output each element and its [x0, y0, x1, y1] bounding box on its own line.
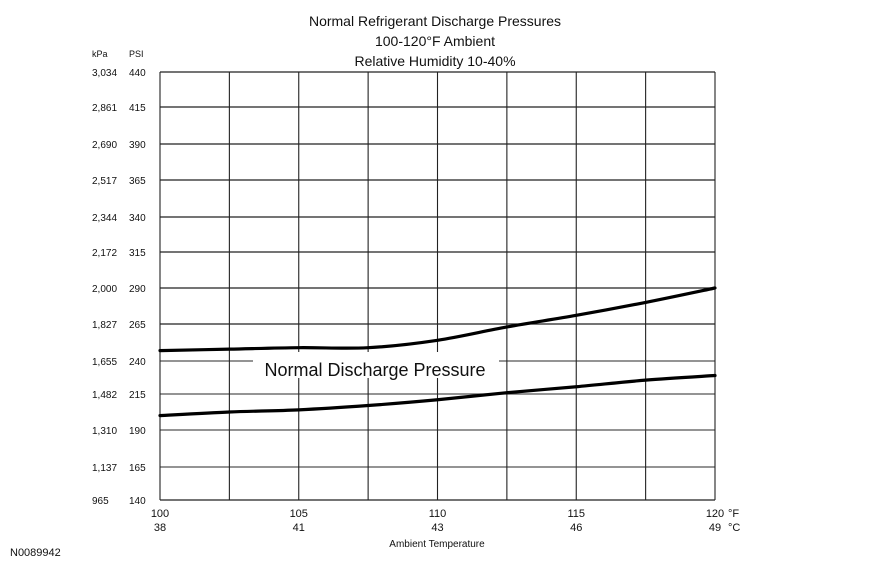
- y-tick-psi: 390: [129, 140, 146, 151]
- x-tick-c: 41: [293, 522, 305, 534]
- y-tick-kpa: 2,000: [92, 284, 117, 295]
- x-tick-f: 120: [706, 508, 724, 520]
- x-tick-f: 110: [429, 508, 447, 520]
- x-unit-c: °C: [728, 522, 740, 534]
- chart-subtitle-humidity: Relative Humidity 10-40%: [354, 53, 515, 69]
- y-tick-kpa: 2,517: [92, 176, 117, 187]
- y-tick-kpa: 1,827: [92, 320, 117, 331]
- band-label-background: [253, 352, 499, 378]
- y-tick-psi: 340: [129, 213, 146, 224]
- x-tick-c: 43: [431, 522, 443, 534]
- y-tick-kpa: 2,690: [92, 140, 117, 151]
- y-tick-kpa: 1,482: [92, 390, 117, 401]
- x-tick-c: 49: [709, 522, 721, 534]
- chart-title: Normal Refrigerant Discharge Pressures: [309, 13, 561, 29]
- y-axis-kpa-label: kPa: [92, 49, 108, 59]
- y-tick-psi: 265: [129, 320, 146, 331]
- y-tick-kpa: 1,310: [92, 426, 117, 437]
- y-axis-psi-label: PSI: [129, 49, 144, 59]
- y-tick-psi: 140: [129, 496, 146, 507]
- y-tick-kpa: 2,344: [92, 213, 117, 224]
- band-label: Normal Discharge Pressure: [264, 360, 485, 380]
- y-tick-psi: 415: [129, 103, 146, 114]
- y-tick-kpa: 2,861: [92, 103, 117, 114]
- y-tick-kpa: 1,655: [92, 357, 117, 368]
- y-tick-psi: 190: [129, 426, 146, 437]
- figure-id: N0089942: [10, 547, 61, 559]
- x-tick-c: 46: [570, 522, 582, 534]
- y-tick-psi: 315: [129, 248, 146, 259]
- y-tick-kpa: 2,172: [92, 248, 117, 259]
- y-tick-psi: 440: [129, 68, 146, 79]
- x-tick-f: 105: [290, 508, 308, 520]
- x-tick-f: 115: [567, 508, 585, 520]
- y-tick-psi: 290: [129, 284, 146, 295]
- y-tick-kpa: 965: [92, 496, 109, 507]
- x-tick-c: 38: [154, 522, 166, 534]
- y-tick-psi: 365: [129, 176, 146, 187]
- series-line-upper-limit: [158, 286, 717, 353]
- y-tick-psi: 240: [129, 357, 146, 368]
- y-tick-psi: 165: [129, 463, 146, 474]
- y-tick-kpa: 3,034: [92, 68, 117, 79]
- x-tick-f: 100: [151, 508, 169, 520]
- y-tick-kpa: 1,137: [92, 463, 117, 474]
- x-unit-f: °F: [728, 508, 739, 520]
- x-axis-label: Ambient Temperature: [389, 539, 485, 550]
- series-line-lower-limit: [158, 373, 717, 418]
- chart-subtitle-ambient: 100-120°F Ambient: [375, 33, 495, 49]
- y-tick-psi: 215: [129, 390, 146, 401]
